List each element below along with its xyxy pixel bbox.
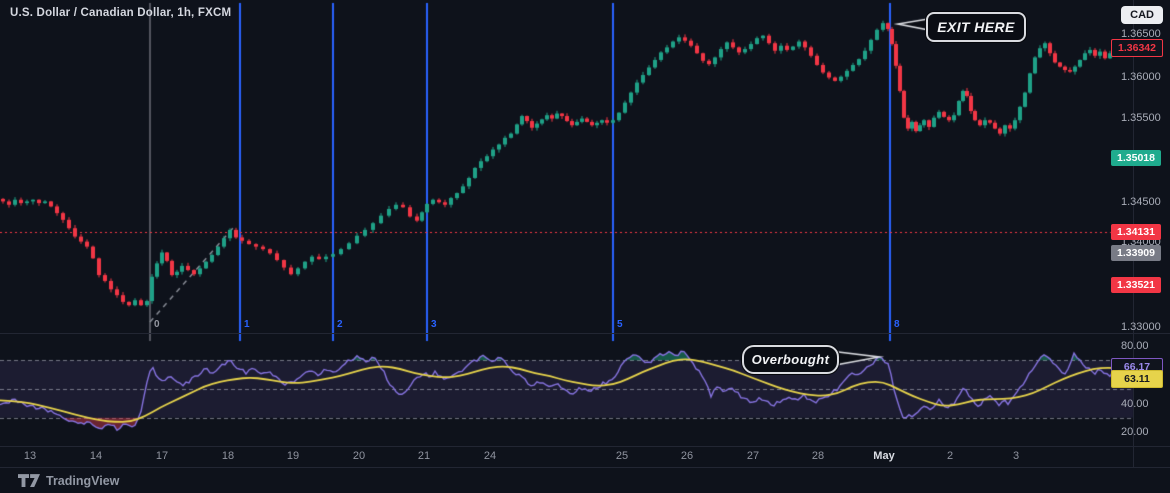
time-tick-label: 2 [946,450,954,462]
red-level-label-2: 1.33521 [1111,277,1161,293]
time-tick-label: 18 [221,450,235,462]
exit-here-label: EXIT HERE [937,19,1015,35]
rsi-ma-value-label: 63.11 [1111,370,1163,388]
currency-button[interactable]: CAD [1121,6,1163,24]
rsi-tick-label: 20.00 [1121,426,1149,438]
time-axis-separator [0,446,1170,447]
pane-separator[interactable] [0,333,1170,334]
time-tick-label: 28 [811,450,825,462]
footer-separator [0,467,1170,468]
price-tick-label: 1.35500 [1121,112,1161,124]
symbol-title[interactable]: U.S. Dollar / Canadian Dollar, 1h, FXCM [10,7,232,19]
rsi-tick-label: 80.00 [1121,340,1149,352]
rsi-tick-label: 40.00 [1121,398,1149,410]
time-tick-label: 25 [615,450,629,462]
time-tick-label: 3 [1012,450,1020,462]
gray-level-label: 1.33909 [1111,245,1161,261]
time-tick-label: 20 [352,450,366,462]
fib-zone-number: 3 [431,319,437,330]
time-tick-label: 17 [155,450,169,462]
time-tick-label: 13 [23,450,37,462]
overbought-callout[interactable]: Overbought [742,345,839,374]
time-tick-label: 14 [89,450,103,462]
time-tick-label: 27 [746,450,760,462]
price-tick-label: 1.33000 [1121,321,1161,333]
fib-zone-number: 2 [337,319,343,330]
price-tick-label: 1.36500 [1121,28,1161,40]
time-tick-label: 24 [483,450,497,462]
time-tick-label: 19 [286,450,300,462]
fib-zone-number: 8 [894,319,900,330]
time-tick-label: 21 [417,450,431,462]
green-level-label: 1.35018 [1111,150,1161,166]
fib-zone-number: 1 [244,319,250,330]
time-tick-label: 26 [680,450,694,462]
red-level-label: 1.34131 [1111,224,1161,240]
last-price-label: 1.36342 [1111,39,1163,57]
exit-here-callout[interactable]: EXIT HERE [926,12,1026,42]
time-tick-label: May [873,450,895,462]
fib-zone-number: 0 [154,319,160,330]
fib-zone-number: 5 [617,319,623,330]
tradingview-logo-icon [18,474,40,487]
price-tick-label: 1.36000 [1121,71,1161,83]
overbought-label: Overbought [751,352,830,367]
price-tick-label: 1.34500 [1121,196,1161,208]
tradingview-branding[interactable]: TradingView [18,474,119,488]
tradingview-label: TradingView [46,474,120,488]
